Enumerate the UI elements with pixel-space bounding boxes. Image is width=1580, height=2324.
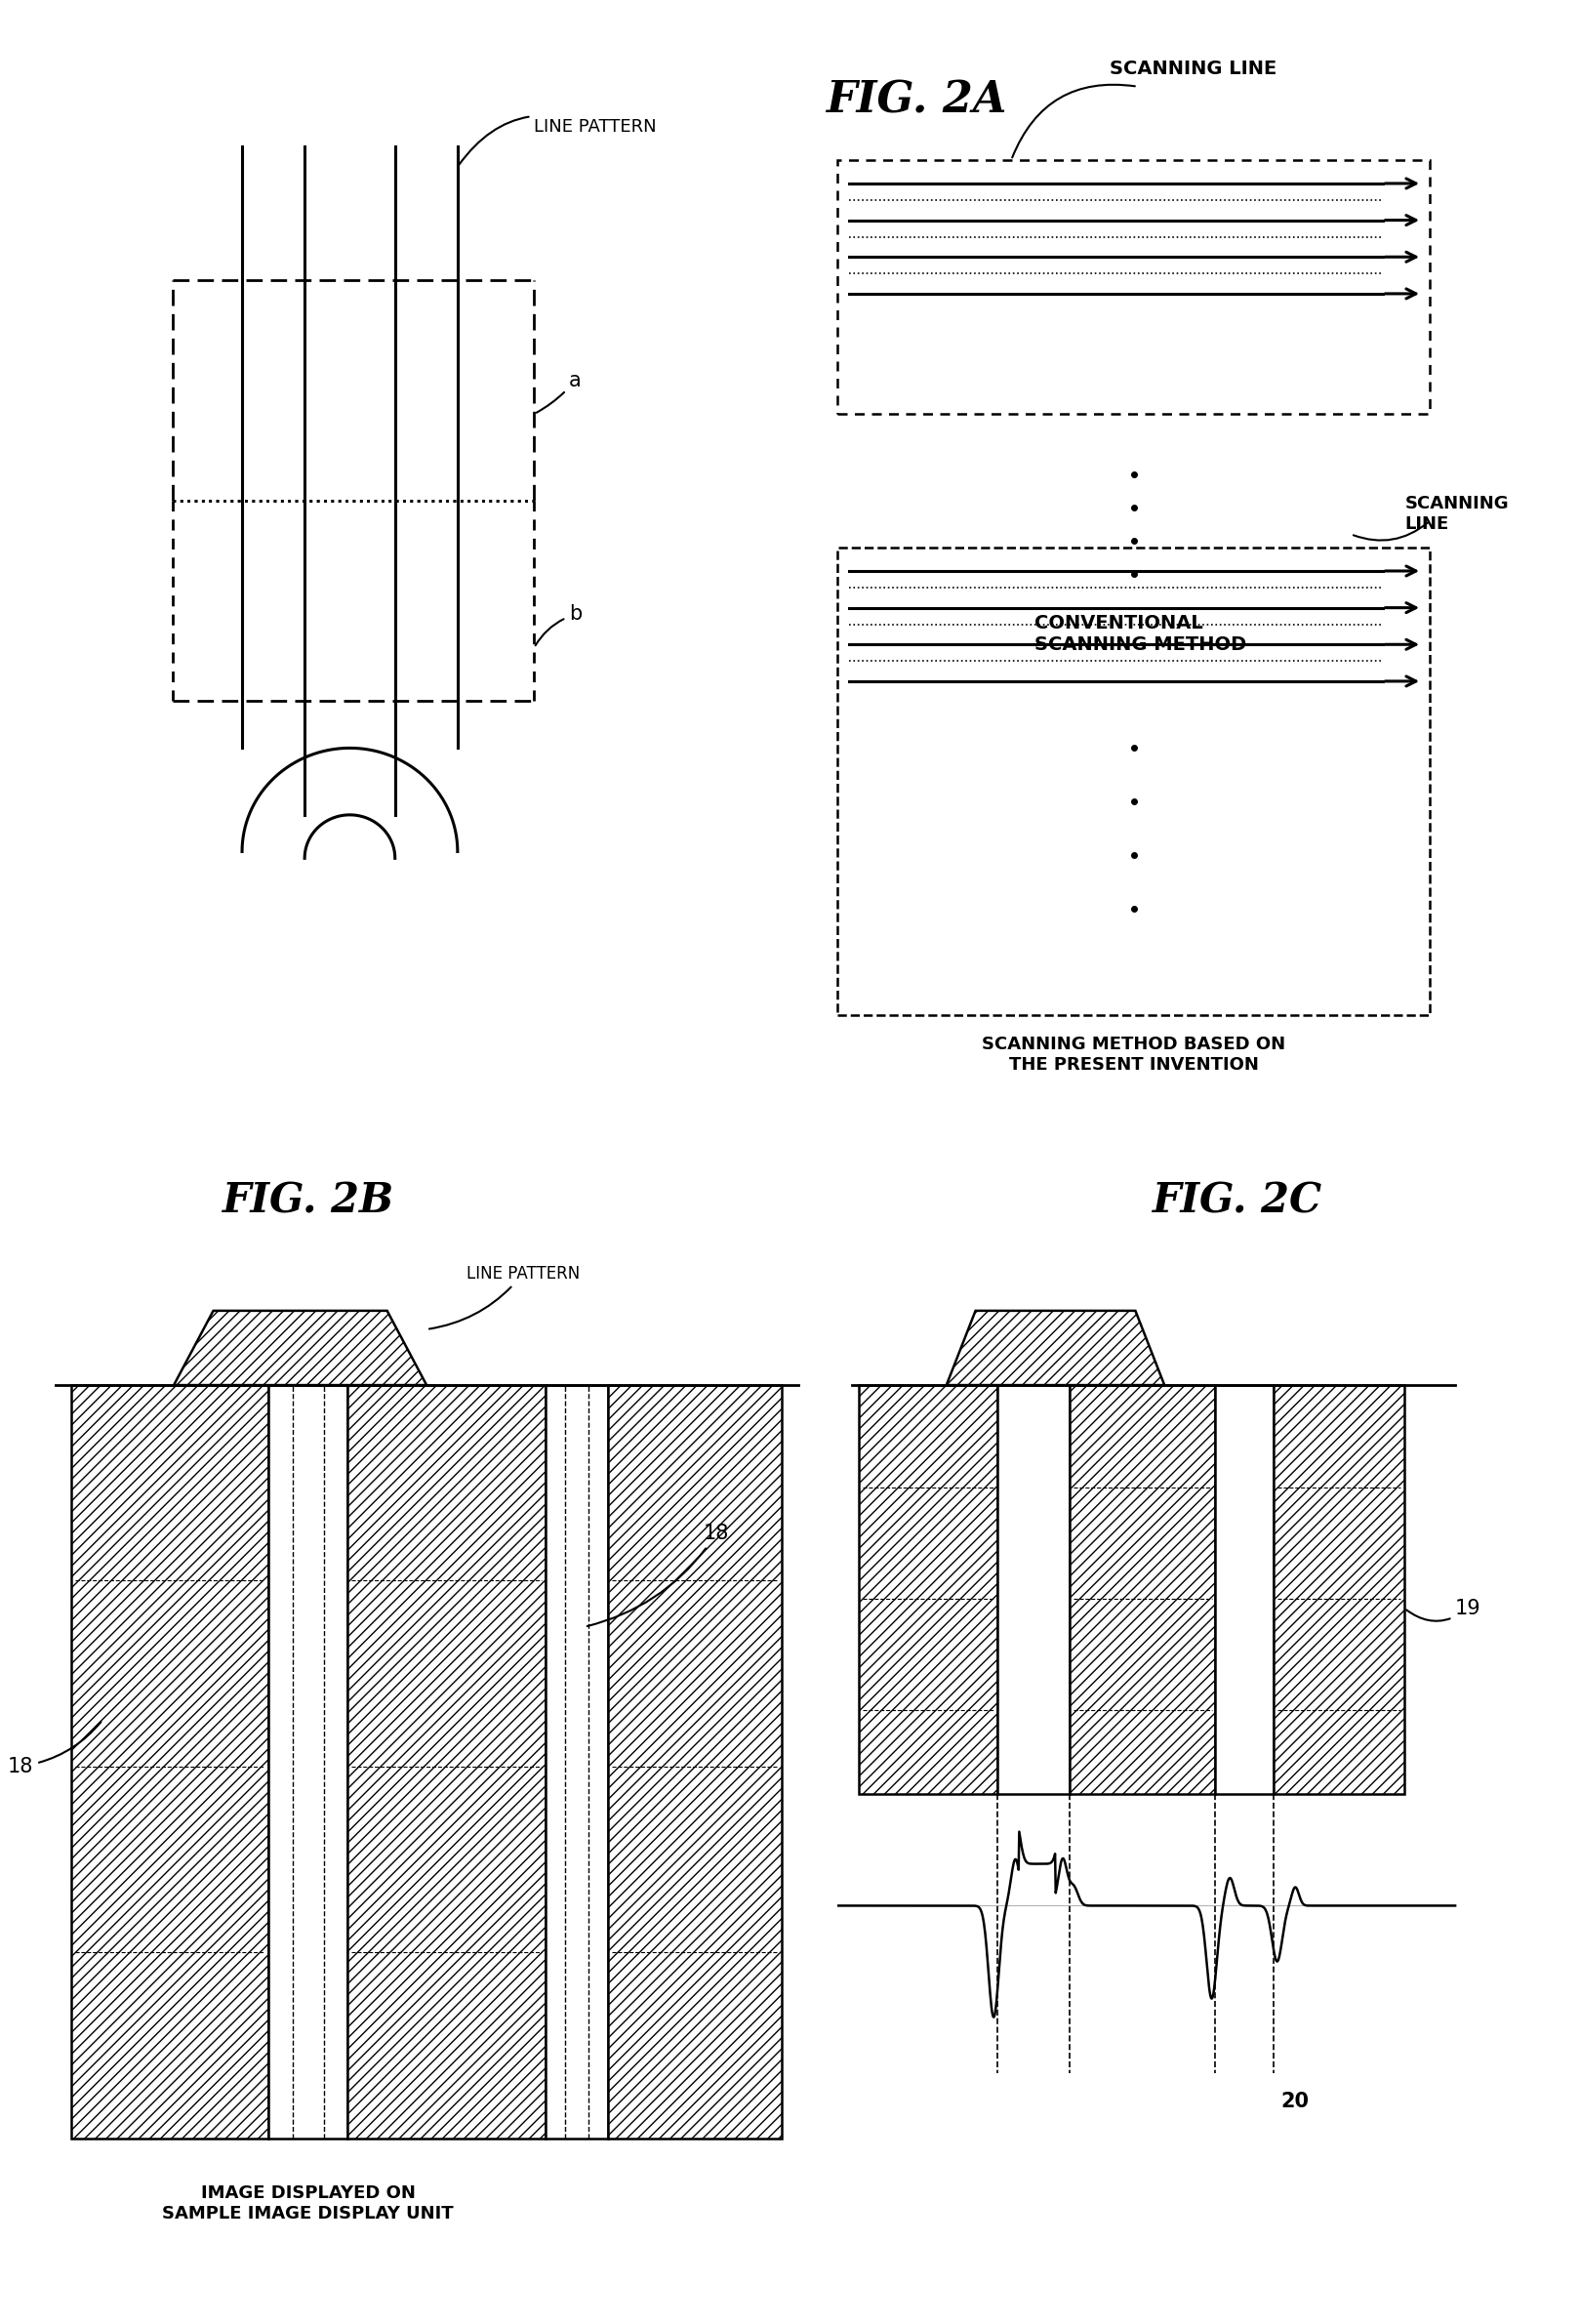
Text: FIG. 2B: FIG. 2B [223, 1181, 393, 1222]
Text: SCANNING LINE: SCANNING LINE [1109, 60, 1277, 79]
Bar [269, 1385, 348, 2138]
Text: LINE PATTERN: LINE PATTERN [460, 116, 657, 165]
Text: FIG. 2A: FIG. 2A [826, 79, 1006, 121]
Bar [860, 1385, 997, 1794]
Bar [1273, 1385, 1405, 1794]
Text: b: b [536, 604, 581, 646]
Text: SCANNING
LINE: SCANNING LINE [1405, 495, 1509, 532]
Polygon shape [946, 1311, 1164, 1385]
Polygon shape [174, 1311, 427, 1385]
Bar [997, 1385, 1070, 1794]
Text: IMAGE DISPLAYED ON
SAMPLE IMAGE DISPLAY UNIT: IMAGE DISPLAYED ON SAMPLE IMAGE DISPLAY … [163, 2185, 453, 2222]
Text: 18: 18 [588, 1525, 728, 1627]
Bar [1070, 1385, 1215, 1794]
Text: FIG. 2C: FIG. 2C [1152, 1181, 1322, 1222]
Text: LINE PATTERN: LINE PATTERN [430, 1264, 580, 1329]
Text: 18: 18 [8, 1722, 101, 1776]
Bar [348, 1385, 545, 2138]
Text: a: a [537, 372, 581, 414]
Bar [608, 1385, 782, 2138]
Bar [545, 1385, 608, 2138]
Bar [1215, 1385, 1273, 1794]
Text: 20: 20 [1281, 2092, 1310, 2110]
Text: CONVENTIONAL
SCANNING METHOD: CONVENTIONAL SCANNING METHOD [1035, 614, 1247, 655]
Text: SCANNING METHOD BASED ON
THE PRESENT INVENTION: SCANNING METHOD BASED ON THE PRESENT INV… [981, 1034, 1286, 1074]
Bar [71, 1385, 269, 2138]
Text: 19: 19 [1406, 1599, 1480, 1620]
